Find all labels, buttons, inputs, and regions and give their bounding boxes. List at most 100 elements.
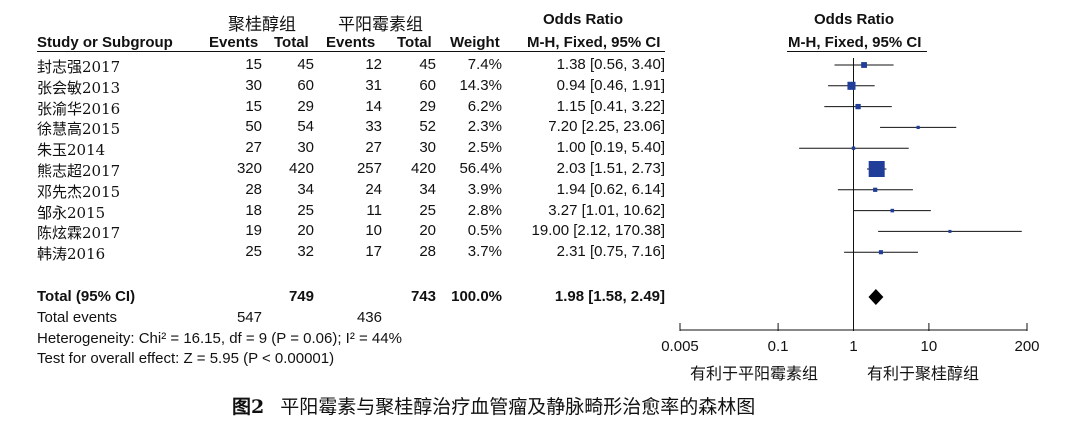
odds-ratio-header-table: Odds Ratio xyxy=(543,11,624,28)
study-point xyxy=(878,250,883,255)
x-tick-label: 0.005 xyxy=(661,338,699,355)
total-treatment: 45 xyxy=(297,56,314,73)
total-control: 34 xyxy=(419,180,436,198)
events-treatment: 15 xyxy=(245,97,262,115)
study-name: 陈炫霖2017 xyxy=(37,224,121,243)
study-name: 朱玉2014 xyxy=(37,141,106,160)
study-name: 徐慧高2015 xyxy=(37,120,121,139)
study-point xyxy=(861,62,867,68)
odds-ratio-ci: 1.38 [0.56, 3.40] xyxy=(556,56,665,73)
plot-header-rule xyxy=(787,51,927,52)
weight-value: 6.2% xyxy=(467,97,502,115)
odds-ratio-ci: 2.31 [0.75, 7.16] xyxy=(556,243,665,261)
weight-value: 3.7% xyxy=(467,243,502,261)
study-point xyxy=(868,161,885,177)
study-name: 封志强2017 xyxy=(37,58,121,76)
weight-value: 2.3% xyxy=(467,118,502,136)
odds-ratio-ci: 3.27 [1.01, 10.62] xyxy=(548,201,665,219)
figure-caption: 图2 平阳霉素与聚桂醇治疗血管瘤及静脉畸形治愈率的森林图 xyxy=(232,392,755,419)
weight-value: 2.5% xyxy=(467,139,502,157)
total-control: 28 xyxy=(419,243,436,261)
total-control: 30 xyxy=(419,139,436,157)
odds-ratio-ci: 0.94 [0.46, 1.91] xyxy=(556,76,665,94)
overall-effect-test: Test for overall effect: Z = 5.95 (P < 0… xyxy=(37,350,335,367)
weight-value: 7.4% xyxy=(467,56,502,73)
events-header-control: Events xyxy=(326,34,376,51)
events-control: 257 xyxy=(356,160,382,177)
events-control: 33 xyxy=(365,118,382,136)
events-treatment: 25 xyxy=(245,243,262,261)
total-treatment: 32 xyxy=(297,243,314,261)
study-point xyxy=(851,146,856,150)
total-treatment: 25 xyxy=(297,201,314,219)
table-header-rule xyxy=(37,51,665,52)
total-weight: 100.0% xyxy=(451,288,502,305)
favours-control-label: 有利于平阳霉素组 xyxy=(690,364,819,383)
study-point xyxy=(855,103,861,110)
events-treatment: 27 xyxy=(245,139,262,157)
study-point xyxy=(916,125,920,130)
events-treatment: 28 xyxy=(245,180,262,198)
study-column-header: Study or Subgroup xyxy=(37,34,173,51)
total-label: Total (95% CI) xyxy=(37,288,136,305)
total-control: 52 xyxy=(419,118,436,136)
x-tick-label: 200 xyxy=(1014,338,1039,355)
weight-value: 56.4% xyxy=(459,160,502,177)
heterogeneity-stats: Heterogeneity: Chi² = 16.15, df = 9 (P =… xyxy=(37,330,402,347)
study-point xyxy=(873,187,878,192)
total-treatment: 20 xyxy=(297,222,314,240)
total-treatment: 29 xyxy=(297,97,314,115)
x-tick-label: 0.1 xyxy=(768,338,789,355)
events-treatment: 18 xyxy=(245,201,262,219)
x-tick-label: 1 xyxy=(849,338,857,355)
pooled-diamond xyxy=(868,289,884,305)
total-events-control: 436 xyxy=(356,309,382,326)
events-control: 12 xyxy=(365,56,382,73)
total-treatment: 420 xyxy=(288,160,314,177)
forest-plot: 0.005 0.1 1 10 200 xyxy=(661,58,1040,355)
odds-ratio-ci: 1.00 [0.19, 5.40] xyxy=(556,139,665,157)
total-control: 45 xyxy=(419,56,436,73)
study-name: 邹永2015 xyxy=(37,203,106,222)
x-tick-label: 10 xyxy=(921,338,938,355)
group-treatment-label: 聚桂醇组 xyxy=(228,15,296,35)
total-control: 60 xyxy=(419,76,436,94)
weight-value: 14.3% xyxy=(459,76,502,94)
total-treatment: 54 xyxy=(297,118,314,136)
figure-caption-text: 平阳霉素与聚桂醇治疗血管瘤及静脉畸形治愈率的森林图 xyxy=(280,396,756,418)
events-control: 11 xyxy=(366,201,382,219)
events-treatment: 19 xyxy=(245,222,262,240)
events-control: 17 xyxy=(365,243,382,261)
total-n-control: 743 xyxy=(410,288,436,305)
study-point xyxy=(890,208,895,213)
total-control: 29 xyxy=(419,97,436,115)
study-point xyxy=(948,229,952,233)
weight-value: 3.9% xyxy=(467,180,502,198)
study-name: 张渝华2016 xyxy=(37,99,121,118)
study-name: 张会敏2013 xyxy=(37,78,121,97)
total-control: 25 xyxy=(419,201,436,219)
events-header-treatment: Events xyxy=(209,34,259,51)
odds-ratio-ci: 7.20 [2.25, 23.06] xyxy=(548,118,665,136)
study-point xyxy=(847,81,856,90)
weight-value: 2.8% xyxy=(467,201,502,219)
total-ci: 1.98 [1.58, 2.49] xyxy=(554,288,665,305)
total-header-treatment: Total xyxy=(274,34,309,51)
figure-caption-label: 图2 xyxy=(232,396,265,418)
events-treatment: 15 xyxy=(245,56,262,73)
events-control: 27 xyxy=(365,139,382,157)
method-header-table: M-H, Fixed, 95% CI xyxy=(527,34,661,51)
study-name: 韩涛2016 xyxy=(37,245,106,264)
total-events-treatment: 547 xyxy=(236,309,262,326)
favours-treatment-label: 有利于聚桂醇组 xyxy=(867,364,980,383)
events-treatment: 30 xyxy=(245,76,262,94)
events-control: 24 xyxy=(365,180,382,198)
study-name: 邓先杰2015 xyxy=(37,182,121,201)
odds-ratio-ci: 1.15 [0.41, 3.22] xyxy=(556,97,665,115)
odds-ratio-ci: 1.94 [0.62, 6.14] xyxy=(556,180,665,198)
total-treatment: 30 xyxy=(297,139,314,157)
weight-value: 0.5% xyxy=(467,222,502,240)
group-control-label: 平阳霉素组 xyxy=(338,15,423,35)
events-control: 14 xyxy=(365,97,382,115)
total-treatment: 34 xyxy=(297,180,314,198)
